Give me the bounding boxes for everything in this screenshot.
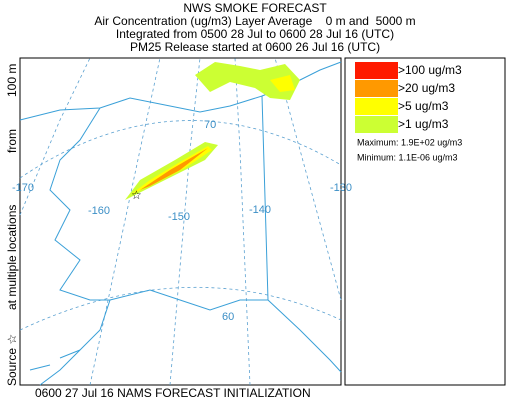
map-frame [19, 57, 342, 386]
graticule [19, 57, 342, 386]
graticule-label: -160 [88, 205, 110, 217]
title: NWS SMOKE FORECAST [183, 1, 327, 15]
smoke-plume: ☆ [125, 62, 300, 202]
subtitle: PM25 Release started at 0600 26 Jul 16 (… [130, 40, 380, 54]
source-marker: ☆ [131, 188, 142, 202]
map: ☆ 70 -170 -160 -150 -140 -130 60 [12, 57, 352, 386]
alaska-coast [19, 95, 342, 373]
legend-swatch [355, 80, 398, 97]
graticule-label: -130 [330, 182, 352, 194]
longitude-line [169, 57, 201, 386]
legend-label: >5 ug/m3 [398, 99, 449, 113]
legend-label: >1 ug/m3 [398, 117, 449, 131]
legend: >100 ug/m3 >20 ug/m3 >5 ug/m3 >1 ug/m3 [355, 62, 462, 133]
graticule-label: -140 [249, 204, 271, 216]
legend-label: >100 ug/m3 [398, 63, 462, 77]
subtitle: Air Concentration (ug/m3) Layer Average … [94, 14, 415, 28]
source-label: Source ☆ [5, 334, 19, 386]
graticule-label: -150 [168, 211, 190, 223]
legend-label: >20 ug/m3 [398, 81, 455, 95]
graticule-labels: 70 -170 -160 -150 -140 -130 60 [12, 119, 352, 323]
locations-label: at multiple locations [5, 205, 19, 310]
longitude-line [19, 57, 91, 216]
graticule-label: -170 [12, 182, 34, 194]
legend-swatch [355, 62, 398, 79]
graticule-label: 60 [222, 311, 234, 323]
side-label: Source ☆ at multiple locations from 100 … [5, 64, 19, 386]
latitude-line [19, 286, 342, 331]
footer: 0600 27 Jul 16 NAMS FORECAST INITIALIZAT… [35, 386, 311, 400]
alaska-coast [109, 289, 268, 311]
longitude-line [234, 57, 251, 386]
maximum: Maximum: 1.9E+02 ug/m3 [357, 137, 462, 147]
subtitle: Integrated from 0500 28 Jul to 0600 28 J… [116, 27, 394, 41]
plume-contour [270, 75, 295, 92]
height-label: 100 m [5, 64, 19, 97]
from-label: from [5, 129, 19, 153]
legend-swatch [355, 98, 398, 115]
graticule-label: 70 [204, 119, 216, 131]
aleutians [29, 349, 81, 371]
longitude-line [89, 57, 161, 386]
legend-swatch [355, 116, 398, 133]
legend-frame [344, 57, 506, 386]
latitude-line [19, 120, 342, 179]
coastline [19, 61, 342, 386]
alaska-coast [39, 107, 111, 386]
plume-contour [195, 62, 300, 100]
plume-contour [140, 148, 208, 190]
minimum: Minimum: 1.1E-06 ug/m3 [357, 152, 458, 162]
